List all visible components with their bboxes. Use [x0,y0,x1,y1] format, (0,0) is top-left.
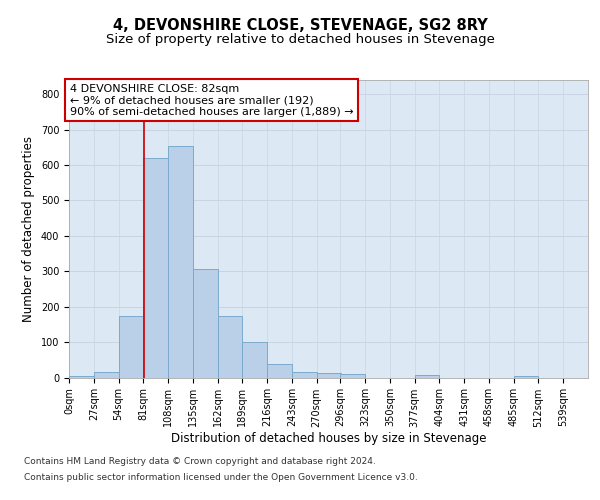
Bar [292,372,317,378]
Text: Contains HM Land Registry data © Crown copyright and database right 2024.: Contains HM Land Registry data © Crown c… [24,458,376,466]
Text: Size of property relative to detached houses in Stevenage: Size of property relative to detached ho… [106,32,494,46]
Bar [143,158,168,378]
Bar [514,376,538,378]
Bar [340,374,365,378]
Text: Contains public sector information licensed under the Open Government Licence v3: Contains public sector information licen… [24,472,418,482]
Text: 4 DEVONSHIRE CLOSE: 82sqm
← 9% of detached houses are smaller (192)
90% of semi-: 4 DEVONSHIRE CLOSE: 82sqm ← 9% of detach… [70,84,353,116]
Bar [193,270,218,378]
Bar [119,316,143,378]
Bar [415,376,439,378]
Text: 4, DEVONSHIRE CLOSE, STEVENAGE, SG2 8RY: 4, DEVONSHIRE CLOSE, STEVENAGE, SG2 8RY [113,18,487,32]
Bar [69,376,94,378]
Bar [218,316,242,378]
Bar [94,372,119,378]
X-axis label: Distribution of detached houses by size in Stevenage: Distribution of detached houses by size … [171,432,486,445]
Y-axis label: Number of detached properties: Number of detached properties [22,136,35,322]
Bar [168,146,193,378]
Bar [242,342,267,378]
Bar [267,364,292,378]
Bar [317,373,341,378]
